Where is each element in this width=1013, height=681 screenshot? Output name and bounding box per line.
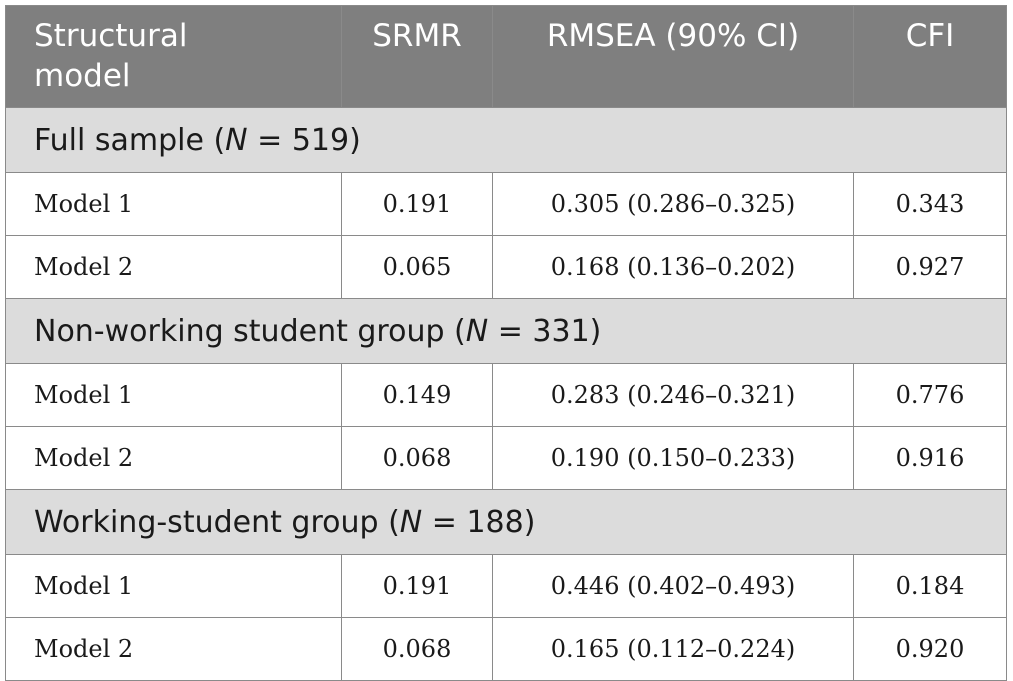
cfi-cell: 0.343	[853, 172, 1007, 236]
srmr-cell: 0.191	[341, 554, 493, 618]
group-label: Non-working student group (N = 331)	[5, 298, 1007, 364]
srmr-cell: 0.065	[341, 235, 493, 299]
table-row: Model 2 0.068 0.165 (0.112–0.224) 0.920	[5, 617, 1007, 681]
header-srmr: SRMR	[341, 5, 493, 108]
group-label-pre: Full sample (	[34, 122, 226, 158]
fit-indices-table: Structural model SRMR RMSEA (90% CI) CFI…	[5, 5, 1007, 681]
table-row: Model 1 0.149 0.283 (0.246–0.321) 0.776	[5, 363, 1007, 427]
table-row: Model 2 0.068 0.190 (0.150–0.233) 0.916	[5, 426, 1007, 490]
model-cell: Model 2	[5, 235, 342, 299]
srmr-cell: 0.068	[341, 617, 493, 681]
group-label-pre: Non-working student group (	[34, 313, 466, 349]
table-row: Model 2 0.065 0.168 (0.136–0.202) 0.927	[5, 235, 1007, 299]
group-row-non-working: Non-working student group (N = 331)	[5, 298, 1007, 364]
header-cfi: CFI	[853, 5, 1007, 108]
rmsea-cell: 0.283 (0.246–0.321)	[492, 363, 854, 427]
model-cell: Model 1	[5, 172, 342, 236]
group-label: Full sample (N = 519)	[5, 107, 1007, 173]
group-label-post: = 519)	[247, 122, 361, 158]
table-row: Model 1 0.191 0.446 (0.402–0.493) 0.184	[5, 554, 1007, 618]
model-cell: Model 1	[5, 554, 342, 618]
group-label-post: = 331)	[488, 313, 602, 349]
group-label-n: N	[465, 313, 489, 349]
model-cell: Model 2	[5, 426, 342, 490]
rmsea-cell: 0.165 (0.112–0.224)	[492, 617, 854, 681]
rmsea-cell: 0.446 (0.402–0.493)	[492, 554, 854, 618]
group-label-post: = 188)	[422, 504, 536, 540]
cfi-cell: 0.776	[853, 363, 1007, 427]
header-structural-model: Structural model	[5, 5, 342, 108]
rmsea-cell: 0.305 (0.286–0.325)	[492, 172, 854, 236]
rmsea-cell: 0.190 (0.150–0.233)	[492, 426, 854, 490]
header-structural-model-line1: Structural	[34, 18, 188, 54]
cfi-cell: 0.184	[853, 554, 1007, 618]
cfi-cell: 0.927	[853, 235, 1007, 299]
table-row: Model 1 0.191 0.305 (0.286–0.325) 0.343	[5, 172, 1007, 236]
cfi-cell: 0.920	[853, 617, 1007, 681]
srmr-cell: 0.068	[341, 426, 493, 490]
group-label: Working-student group (N = 188)	[5, 489, 1007, 555]
srmr-cell: 0.149	[341, 363, 493, 427]
rmsea-cell: 0.168 (0.136–0.202)	[492, 235, 854, 299]
cfi-cell: 0.916	[853, 426, 1007, 490]
model-cell: Model 1	[5, 363, 342, 427]
model-cell: Model 2	[5, 617, 342, 681]
header-rmsea: RMSEA (90% CI)	[492, 5, 854, 108]
group-label-n: N	[225, 122, 248, 158]
srmr-cell: 0.191	[341, 172, 493, 236]
group-row-full-sample: Full sample (N = 519)	[5, 107, 1007, 173]
group-row-working-student: Working-student group (N = 188)	[5, 489, 1007, 555]
header-structural-model-line2: model	[34, 58, 131, 94]
table-header-row: Structural model SRMR RMSEA (90% CI) CFI	[5, 5, 1007, 108]
group-label-pre: Working-student group (	[34, 504, 400, 540]
group-label-n: N	[399, 504, 423, 540]
